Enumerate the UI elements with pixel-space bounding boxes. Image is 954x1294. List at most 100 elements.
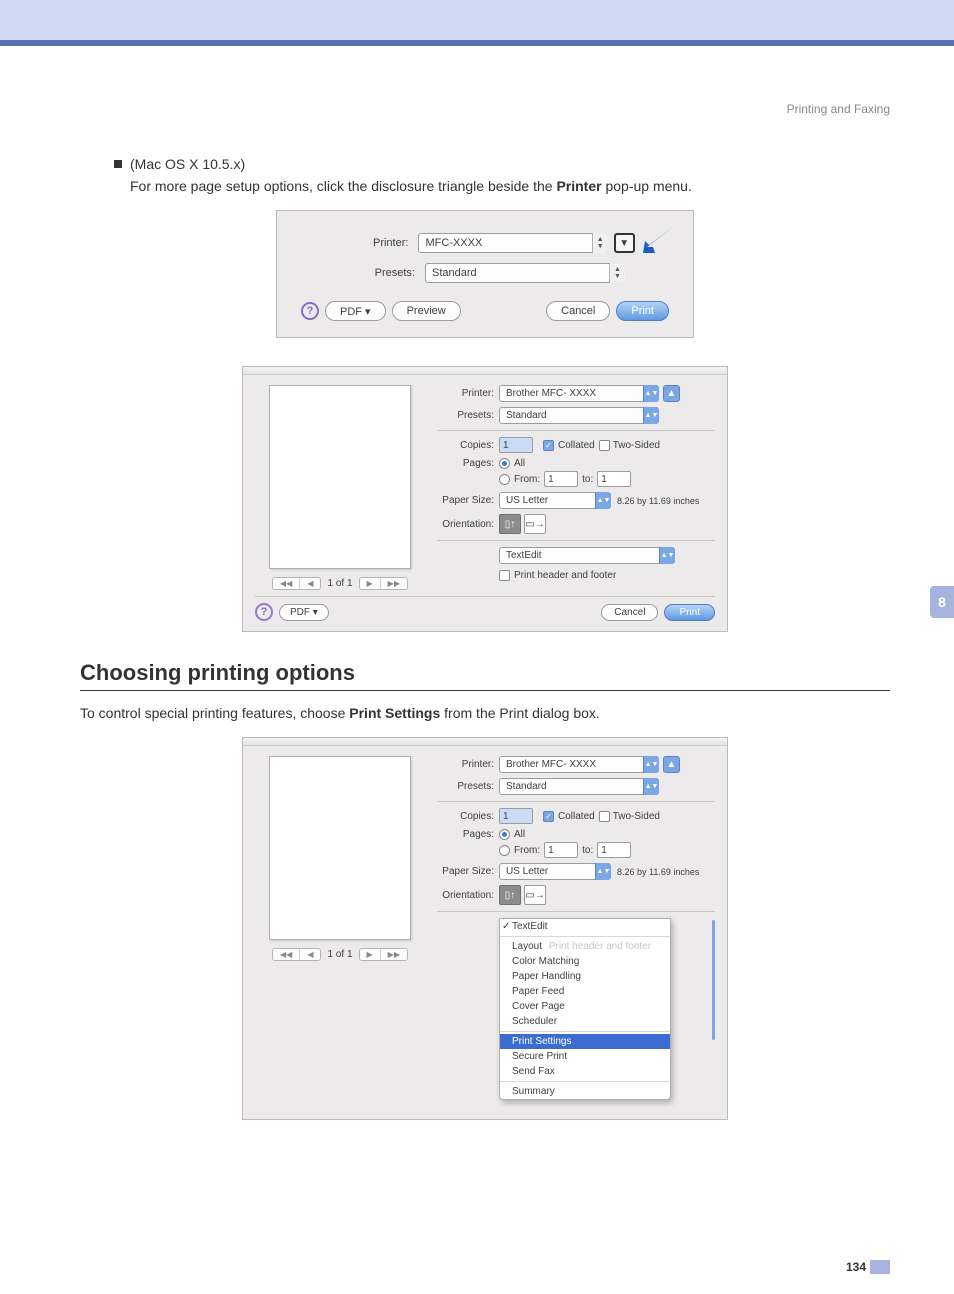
breadcrumb: Printing and Faxing (80, 102, 890, 116)
menu-item[interactable]: Summary (500, 1084, 670, 1099)
menu-scrollbar[interactable] (712, 920, 715, 1040)
paper-size-label: Paper Size: (437, 495, 499, 506)
menu-item[interactable]: Secure Print (500, 1049, 670, 1064)
section-text: To control special printing features, ch… (80, 705, 890, 721)
orientation-label: Orientation: (437, 890, 499, 901)
orientation-landscape[interactable]: ▭→ (524, 514, 546, 534)
ghost-text: Print header and footer (549, 941, 651, 952)
pager-prev[interactable]: ◀◀◀ (272, 948, 321, 961)
pager-next[interactable]: ▶▶▶ (359, 577, 408, 590)
pages-to-label: to: (582, 474, 593, 485)
paper-dimensions: 8.26 by 11.69 inches (617, 867, 699, 877)
presets-select[interactable]: Standard ▲▼ (425, 263, 625, 283)
pages-all-radio[interactable] (499, 458, 510, 469)
pdf-menu-button[interactable]: PDF ▾ (279, 604, 329, 621)
copies-input[interactable]: 1 (499, 808, 533, 824)
menu-item[interactable]: Scheduler (500, 1014, 670, 1029)
app-section-select[interactable]: TextEdit▲▼ (499, 547, 675, 564)
menu-item[interactable]: Color Matching (500, 954, 670, 969)
collated-label: Collated (558, 440, 595, 451)
two-sided-label: Two-Sided (613, 440, 660, 451)
bullet-body: For more page setup options, click the d… (130, 178, 890, 194)
pager-next[interactable]: ▶▶▶ (359, 948, 408, 961)
pages-all-radio[interactable] (499, 829, 510, 840)
two-sided-checkbox[interactable] (599, 440, 610, 451)
pointer-arrow-icon (641, 231, 669, 255)
presets-select[interactable]: Standard▲▼ (499, 407, 659, 424)
pages-to-label: to: (582, 845, 593, 856)
paper-dimensions: 8.26 by 11.69 inches (617, 496, 699, 506)
pages-from-input[interactable]: 1 (544, 471, 578, 487)
menu-item-selected[interactable]: Print Settings (500, 1034, 670, 1049)
cancel-button[interactable]: Cancel (546, 301, 610, 321)
paper-size-select[interactable]: US Letter▲▼ (499, 492, 611, 509)
orientation-label: Orientation: (437, 519, 499, 530)
page-preview (269, 756, 411, 940)
pdf-menu-button[interactable]: PDF ▾ (325, 301, 386, 321)
collated-label: Collated (558, 811, 595, 822)
pages-to-input[interactable]: 1 (597, 471, 631, 487)
presets-label: Presets: (437, 410, 499, 421)
pages-to-input[interactable]: 1 (597, 842, 631, 858)
two-sided-checkbox[interactable] (599, 811, 610, 822)
presets-select[interactable]: Standard▲▼ (499, 778, 659, 795)
pages-label: Pages: (437, 458, 499, 469)
disclosure-collapse[interactable]: ▲ (663, 385, 680, 402)
chapter-tab: 8 (930, 586, 954, 618)
pages-all-label: All (514, 458, 525, 469)
bullet-title: (Mac OS X 10.5.x) (130, 156, 245, 172)
orientation-portrait[interactable]: ▯↑ (499, 885, 521, 905)
menu-item[interactable]: Cover Page (500, 999, 670, 1014)
disclosure-collapse[interactable]: ▲ (663, 756, 680, 773)
orientation-landscape[interactable]: ▭→ (524, 885, 546, 905)
menu-item[interactable]: Layout Print header and footer (500, 939, 670, 954)
header-bar (0, 0, 954, 40)
print-dialog-expanded: ◀◀◀ 1 of 1 ▶▶▶ Printer: Brother MFC- XXX… (242, 366, 728, 632)
help-button[interactable]: ? (301, 302, 319, 320)
pages-from-label: From: (514, 845, 540, 856)
menu-item[interactable]: Paper Handling (500, 969, 670, 984)
presets-label: Presets: (301, 267, 419, 279)
print-dialog-collapsed: Printer: MFC-XXXX ▲▼ ▼ Presets: Standard… (276, 210, 694, 338)
collated-checkbox[interactable]: ✓ (543, 440, 554, 451)
page-number-tab (870, 1260, 890, 1274)
pager-label: 1 of 1 (327, 578, 352, 589)
pages-label: Pages: (437, 829, 499, 840)
printer-select[interactable]: Brother MFC- XXXX▲▼ (499, 385, 659, 402)
pager-label: 1 of 1 (327, 949, 352, 960)
header-footer-label: Print header and footer (514, 570, 616, 581)
printer-select[interactable]: MFC-XXXX ▲▼ (418, 233, 607, 253)
pages-all-label: All (514, 829, 525, 840)
printer-select[interactable]: Brother MFC- XXXX▲▼ (499, 756, 659, 773)
copies-input[interactable]: 1 (499, 437, 533, 453)
preview-button[interactable]: Preview (392, 301, 461, 321)
cancel-button[interactable]: Cancel (601, 604, 658, 621)
menu-item[interactable]: Send Fax (500, 1064, 670, 1079)
bullet-icon (114, 160, 122, 168)
pager-prev[interactable]: ◀◀◀ (272, 577, 321, 590)
print-button[interactable]: Print (616, 301, 669, 321)
copies-label: Copies: (437, 440, 499, 451)
printer-label: Printer: (301, 237, 412, 249)
section-heading: Choosing printing options (80, 660, 890, 691)
printer-label: Printer: (437, 388, 499, 399)
pages-from-radio[interactable] (499, 845, 510, 856)
two-sided-label: Two-Sided (613, 811, 660, 822)
print-dialog-menu-open: ◀◀◀ 1 of 1 ▶▶▶ Printer: Brother MFC- XXX… (242, 737, 728, 1120)
paper-size-label: Paper Size: (437, 866, 499, 877)
disclosure-button[interactable]: ▼ (614, 233, 635, 253)
collated-checkbox[interactable]: ✓ (543, 811, 554, 822)
app-section-menu: TextEdit Layout Print header and footer … (499, 918, 671, 1100)
page-preview (269, 385, 411, 569)
menu-item[interactable]: TextEdit (500, 919, 670, 934)
pages-from-input[interactable]: 1 (544, 842, 578, 858)
help-button[interactable]: ? (255, 603, 273, 621)
header-footer-checkbox[interactable] (499, 570, 510, 581)
presets-label: Presets: (437, 781, 499, 792)
copies-label: Copies: (437, 811, 499, 822)
paper-size-select[interactable]: US Letter▲▼ (499, 863, 611, 880)
pages-from-radio[interactable] (499, 474, 510, 485)
print-button[interactable]: Print (664, 604, 715, 621)
menu-item[interactable]: Paper Feed (500, 984, 670, 999)
orientation-portrait[interactable]: ▯↑ (499, 514, 521, 534)
